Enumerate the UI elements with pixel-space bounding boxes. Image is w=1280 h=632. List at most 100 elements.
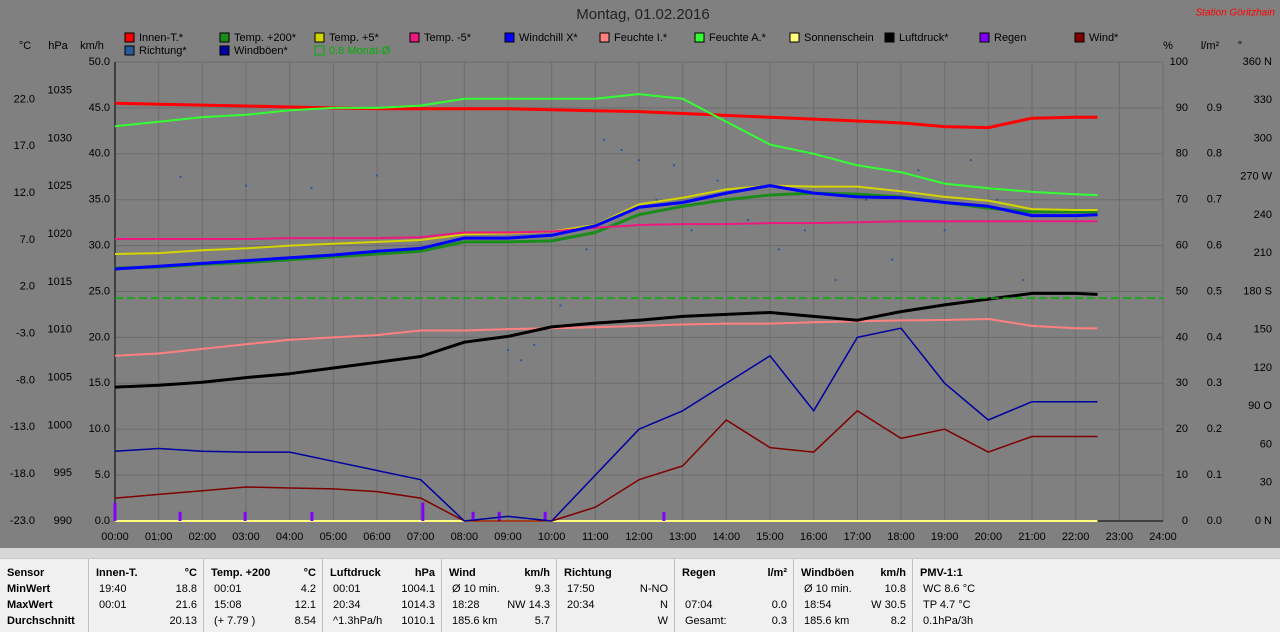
cell-left: 00:01 <box>333 583 361 595</box>
x-tick-label: 20:00 <box>975 531 1003 543</box>
direction-dot <box>777 248 780 251</box>
y-tick-label: 0.0 <box>95 515 110 527</box>
legend-swatch <box>219 32 230 43</box>
legend-label: Feuchte A.* <box>709 32 767 44</box>
cell-right: NW 14.3 <box>507 599 550 611</box>
y-tick-label: 90 O <box>1248 400 1272 412</box>
cell-right: 1014.3 <box>401 599 435 611</box>
cell-right: 1010.1 <box>401 615 435 627</box>
y-tick-label: 1020 <box>48 228 72 240</box>
legend-swatch <box>124 32 135 43</box>
column-header: Regen <box>682 567 716 579</box>
direction-dot <box>376 174 378 177</box>
direction-dot <box>507 349 509 352</box>
y-tick-label: 100 <box>1170 56 1188 68</box>
x-tick-label: 09:00 <box>494 531 522 543</box>
table-column: Richtung 17:50 N-NO 20:34 N W <box>556 559 674 632</box>
cell-right: 18.8 <box>175 583 197 595</box>
cell-left: 185.6 km <box>804 615 850 627</box>
legend-swatch <box>314 45 325 56</box>
x-tick-label: 01:00 <box>145 531 173 543</box>
separator <box>0 548 1280 558</box>
y-tick-label: 120 <box>1254 362 1272 374</box>
x-tick-label: 22:00 <box>1062 531 1090 543</box>
series-line <box>114 327 1098 522</box>
direction-dot <box>620 148 623 151</box>
rain-bar <box>543 511 547 521</box>
y-tick-label: 20 <box>1176 423 1188 435</box>
x-tick-label: 02:00 <box>189 531 217 543</box>
legend-label: Regen <box>994 32 1026 44</box>
legend-swatch <box>1074 32 1085 43</box>
y-tick-label: 35.0 <box>89 194 110 206</box>
rain-bar <box>421 502 425 521</box>
x-tick-label: 15:00 <box>756 531 784 543</box>
y-tick-label: 20.0 <box>89 331 110 343</box>
y-tick-label: 360 N <box>1243 56 1272 68</box>
table-column: Temp. +200 °C 00:01 4.2 15:08 12.1 (+ 7.79 ) 8.… <box>203 559 322 632</box>
table-column: Luftdruck hPa 00:01 1004.1 20:34 1014.3 ^1.3hP… <box>322 559 441 632</box>
y-tick-label: 0.9 <box>1207 102 1222 114</box>
y-tick-label: 90 <box>1176 102 1188 114</box>
y-tick-label: 10.0 <box>89 423 110 435</box>
y-tick-label: 270 W <box>1240 171 1272 183</box>
cell-left: 19:40 <box>99 583 127 595</box>
y-tick-label: -8.0 <box>16 374 35 386</box>
y-tick-label: 45.0 <box>89 102 110 114</box>
direction-dot <box>585 248 588 251</box>
column-unit: km/h <box>524 567 550 579</box>
y-tick-label: 0.0 <box>1207 515 1222 527</box>
direction-dot <box>655 198 658 201</box>
y-tick-label: 10 <box>1176 469 1188 481</box>
legend-swatch <box>979 32 990 43</box>
y-tick-label: -18.0 <box>10 468 35 480</box>
direction-dot <box>834 279 837 282</box>
table-column: Innen-T. °C 19:40 18.8 00:01 21.6 20.13 <box>88 559 203 632</box>
cell-left: 18:54 <box>804 599 832 611</box>
cell-left: 185.6 km <box>452 615 498 627</box>
y-tick-label: 180 S <box>1243 285 1272 297</box>
cell-right: 8.2 <box>890 615 906 627</box>
cell-left: Durchschnitt <box>7 615 75 627</box>
legend-label: Innen-T.* <box>139 32 184 44</box>
cell-right: 9.3 <box>534 583 550 595</box>
cell-right: 1004.1 <box>401 583 435 595</box>
cell-right: N <box>660 599 668 611</box>
column-header: Windböen <box>801 567 855 579</box>
axis-unit: km/h <box>80 40 104 52</box>
series-line <box>114 318 1098 357</box>
legend-label: Temp. -5* <box>424 32 472 44</box>
series-line <box>114 184 1098 255</box>
direction-dot <box>559 304 562 307</box>
rain-bar <box>243 511 247 521</box>
column-header: Temp. +200 <box>211 567 271 579</box>
rain-bar <box>497 511 501 521</box>
y-tick-label: 17.0 <box>14 140 35 152</box>
y-tick-label: 1010 <box>48 324 72 336</box>
cell-right: 20.13 <box>169 615 197 627</box>
direction-dot <box>803 229 806 232</box>
direction-dot <box>533 344 536 347</box>
y-tick-label: 25.0 <box>89 285 110 297</box>
y-tick-label: 0.7 <box>1207 194 1222 206</box>
cell-left: WC 8.6 °C <box>923 583 976 595</box>
direction-dot <box>716 179 719 182</box>
direction-dot <box>520 359 523 362</box>
direction-dot <box>310 187 313 190</box>
series-line <box>114 291 1098 389</box>
y-tick-label: 1015 <box>48 276 72 288</box>
direction-dot <box>891 258 894 261</box>
y-tick-label: 50.0 <box>89 56 110 68</box>
cell-left: 07:04 <box>685 599 713 611</box>
y-tick-label: 330 <box>1254 94 1272 106</box>
series-line <box>114 101 1098 130</box>
y-tick-label: 210 <box>1254 247 1272 259</box>
x-tick-label: 04:00 <box>276 531 304 543</box>
column-unit: hPa <box>414 567 435 579</box>
y-tick-label: 30 <box>1260 477 1272 489</box>
cell-left: Ø 10 min. <box>452 583 500 595</box>
x-tick-label: 07:00 <box>407 531 435 543</box>
x-tick-label: 08:00 <box>451 531 479 543</box>
cell-right: 21.6 <box>175 599 197 611</box>
cell-left: 00:01 <box>214 583 242 595</box>
